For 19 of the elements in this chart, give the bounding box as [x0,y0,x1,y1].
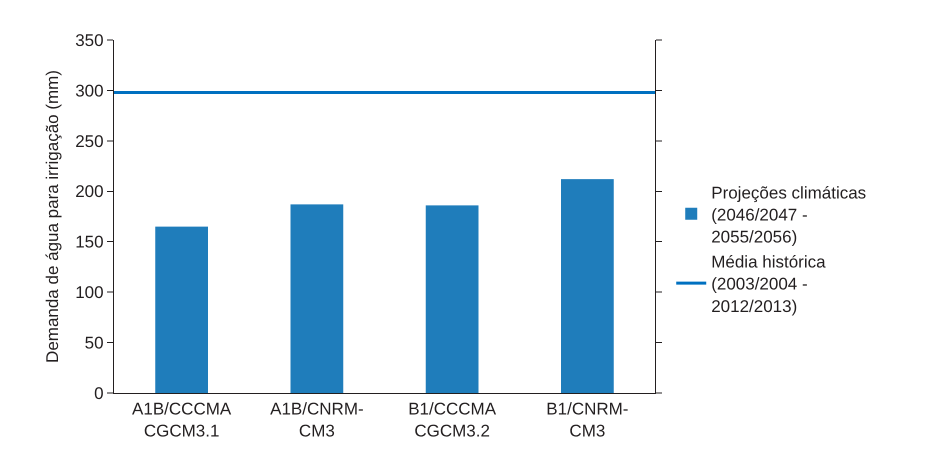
y-tick-label: 200 [75,182,104,202]
legend-label: Média histórica (2003/2004 - 2012/2013) [711,252,826,316]
y-axis-title: Demanda de água para irrigação (mm) [42,70,62,363]
x-tick-label: A1B/CNRM-CM3 [270,399,364,440]
y-tick-label: 50 [84,334,104,353]
y-tick-label: 100 [75,283,104,302]
y-tick-label: 300 [75,81,104,100]
bar [561,179,614,393]
y-tick-label: 0 [94,384,104,403]
x-tick-label: B1/CNRM-CM3 [546,399,628,440]
y-tick-label: 150 [75,232,104,252]
legend-label: Projeções climáticas (2046/2047 - 2055/2056) [711,183,866,247]
x-tick-label: B1/CCCMA CGCM3.2 [408,399,497,440]
x-tick-label: A1B/CCCMA CGCM3.1 [132,399,232,440]
bar [290,204,344,393]
y-tick-label: 250 [75,132,104,151]
bar [426,205,478,393]
bar [155,226,208,393]
y-tick-label: 350 [75,30,104,50]
